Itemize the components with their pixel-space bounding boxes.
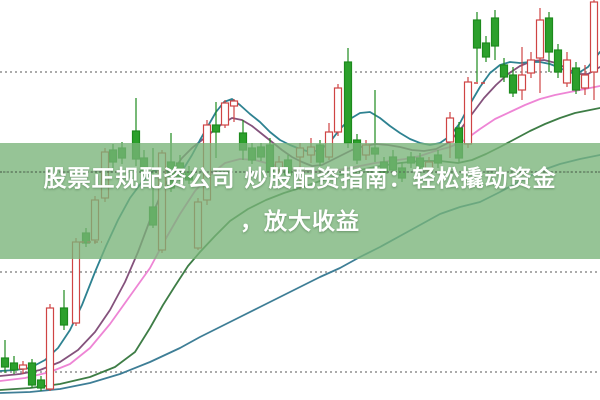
candle-down [499, 64, 509, 78]
promo-banner: 股票正规配资公司 炒股配资指南：轻松撬动资金 ，放大收益 [0, 143, 600, 259]
banner-title-line-1: 股票正规配资公司 炒股配资指南：轻松撬动资金 [43, 166, 557, 192]
candle-up [333, 87, 343, 133]
candle-up [220, 102, 230, 126]
banner-title-line-2: ，放大收益 [240, 209, 360, 235]
candle-up [517, 74, 527, 91]
candle-up [18, 364, 28, 370]
candle-down [472, 19, 482, 49]
gridline-overlay [0, 171, 600, 173]
candle-up [526, 59, 536, 74]
candle-up [45, 307, 55, 390]
candle-down [9, 362, 19, 371]
candle-down [508, 74, 518, 94]
candle-up [229, 100, 239, 107]
candle-down [59, 307, 69, 326]
candle-down [0, 357, 10, 368]
candle-down [27, 362, 37, 386]
candle-down [211, 124, 221, 133]
candle-up [463, 81, 473, 145]
candle-up [535, 19, 545, 59]
candle-up [445, 117, 455, 143]
candle-down [490, 17, 500, 47]
candle-up [580, 74, 590, 89]
candle-down [36, 379, 46, 389]
candle-down [544, 17, 554, 53]
candle-up [589, 1, 599, 73]
candle-down [571, 67, 581, 91]
candle-down [553, 49, 563, 73]
candle-down [343, 61, 353, 144]
candle-down [481, 42, 491, 58]
candle-up [562, 59, 572, 84]
